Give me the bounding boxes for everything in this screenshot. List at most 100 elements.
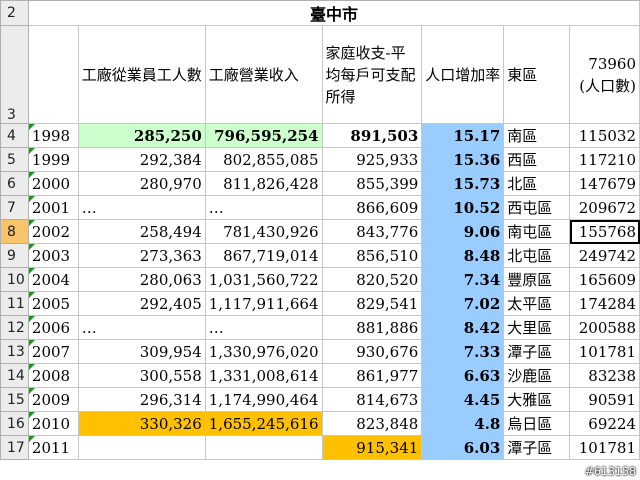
income-cell[interactable]: 930,676 [321,339,423,364]
row-header[interactable]: 2 [0,0,29,26]
header-revenue[interactable]: 工廠營業收入 [204,25,323,124]
workers-cell[interactable]: 258,494 [77,219,206,244]
population-cell[interactable]: 165609 [569,267,640,292]
year-cell[interactable]: 2005 [27,291,79,316]
row-header[interactable]: 12 [0,315,29,340]
growth-cell[interactable]: 8.48 [421,243,505,268]
year-cell[interactable]: 2002 [27,219,79,244]
population-cell[interactable]: 115032 [569,123,640,148]
income-cell[interactable]: 843,776 [321,219,423,244]
year-cell[interactable]: 2008 [27,363,79,388]
year-cell[interactable]: 2006 [27,315,79,340]
workers-cell[interactable]: 309,954 [77,339,206,364]
year-cell[interactable]: 2004 [27,267,79,292]
row-header[interactable]: 9 [0,243,29,268]
income-cell[interactable]: 829,541 [321,291,423,316]
workers-cell[interactable]: 292,405 [77,291,206,316]
row-header[interactable]: 16 [0,411,29,436]
header-growth[interactable]: 人口增加率 [421,25,505,124]
population-cell[interactable]: 83238 [569,363,640,388]
population-cell[interactable]: 200588 [569,315,640,340]
row-header[interactable]: 5 [0,147,29,172]
workers-cell[interactable]: 330,326 [77,411,206,436]
district-cell[interactable]: 大雅區 [503,387,571,412]
workers-cell[interactable] [77,435,206,460]
growth-cell[interactable]: 15.36 [421,147,505,172]
header-district[interactable]: 東區 [503,25,571,124]
district-cell[interactable]: 潭子區 [503,435,571,460]
year-cell[interactable]: 2007 [27,339,79,364]
revenue-cell[interactable]: … [204,195,323,220]
income-cell[interactable]: 881,886 [321,315,423,340]
growth-cell[interactable]: 6.63 [421,363,505,388]
revenue-cell[interactable]: 1,117,911,664 [204,291,323,316]
workers-cell[interactable]: 285,250 [77,123,206,148]
income-cell[interactable]: 861,977 [321,363,423,388]
year-cell[interactable]: 2011 [27,435,79,460]
growth-cell[interactable]: 15.73 [421,171,505,196]
income-cell[interactable]: 820,520 [321,267,423,292]
row-header[interactable]: 7 [0,195,29,220]
population-cell[interactable]: 209672 [569,195,640,220]
population-cell[interactable]: 69224 [569,411,640,436]
growth-cell[interactable]: 4.45 [421,387,505,412]
row-header[interactable]: 15 [0,387,29,412]
revenue-cell[interactable]: … [204,315,323,340]
year-cell[interactable]: 1998 [27,123,79,148]
income-cell[interactable]: 855,399 [321,171,423,196]
district-cell[interactable]: 豐原區 [503,267,571,292]
year-cell[interactable]: 2000 [27,171,79,196]
workers-cell[interactable]: 280,063 [77,267,206,292]
year-cell[interactable]: 2010 [27,411,79,436]
income-cell[interactable]: 925,933 [321,147,423,172]
population-cell[interactable]: 174284 [569,291,640,316]
growth-cell[interactable]: 6.03 [421,435,505,460]
year-cell[interactable]: 2003 [27,243,79,268]
growth-cell[interactable]: 8.42 [421,315,505,340]
growth-cell[interactable]: 15.17 [421,123,505,148]
district-cell[interactable]: 潭子區 [503,339,571,364]
income-cell[interactable]: 856,510 [321,243,423,268]
workers-cell[interactable]: 300,558 [77,363,206,388]
revenue-cell[interactable]: 1,655,245,616 [204,411,323,436]
district-cell[interactable]: 北區 [503,171,571,196]
growth-cell[interactable]: 7.02 [421,291,505,316]
revenue-cell[interactable]: 1,174,990,464 [204,387,323,412]
revenue-cell[interactable]: 867,719,014 [204,243,323,268]
workers-cell[interactable]: 273,363 [77,243,206,268]
workers-cell[interactable]: … [77,315,206,340]
year-header-cell[interactable] [27,25,79,124]
population-cell[interactable]: 101781 [569,339,640,364]
growth-cell[interactable]: 4.8 [421,411,505,436]
revenue-cell[interactable]: 802,855,085 [204,147,323,172]
row-header[interactable]: 13 [0,339,29,364]
income-cell[interactable]: 915,341 [321,435,423,460]
district-cell[interactable]: 南屯區 [503,219,571,244]
revenue-cell[interactable]: 1,331,008,614 [204,363,323,388]
growth-cell[interactable]: 9.06 [421,219,505,244]
population-cell[interactable]: 101781 [569,435,640,460]
row-header[interactable]: 17 [0,435,29,460]
income-cell[interactable]: 823,848 [321,411,423,436]
workers-cell[interactable]: 296,314 [77,387,206,412]
district-cell[interactable]: 太平區 [503,291,571,316]
population-cell[interactable]: 147679 [569,171,640,196]
revenue-cell[interactable]: 781,430,926 [204,219,323,244]
district-cell[interactable]: 西區 [503,147,571,172]
row-header[interactable]: 8 [0,219,29,244]
year-cell[interactable]: 2001 [27,195,79,220]
income-cell[interactable]: 891,503 [321,123,423,148]
district-cell[interactable]: 大里區 [503,315,571,340]
growth-cell[interactable]: 7.34 [421,267,505,292]
district-cell[interactable]: 北屯區 [503,243,571,268]
year-cell[interactable]: 1999 [27,147,79,172]
population-cell[interactable]: 117210 [569,147,640,172]
growth-cell[interactable]: 10.52 [421,195,505,220]
growth-cell[interactable]: 7.33 [421,339,505,364]
revenue-cell[interactable]: 1,031,560,722 [204,267,323,292]
workers-cell[interactable]: 280,970 [77,171,206,196]
district-cell[interactable]: 西屯區 [503,195,571,220]
row-header[interactable]: 10 [0,267,29,292]
revenue-cell[interactable]: 811,826,428 [204,171,323,196]
header-income[interactable]: 家庭收支-平均每戶可支配所得 [321,25,423,124]
